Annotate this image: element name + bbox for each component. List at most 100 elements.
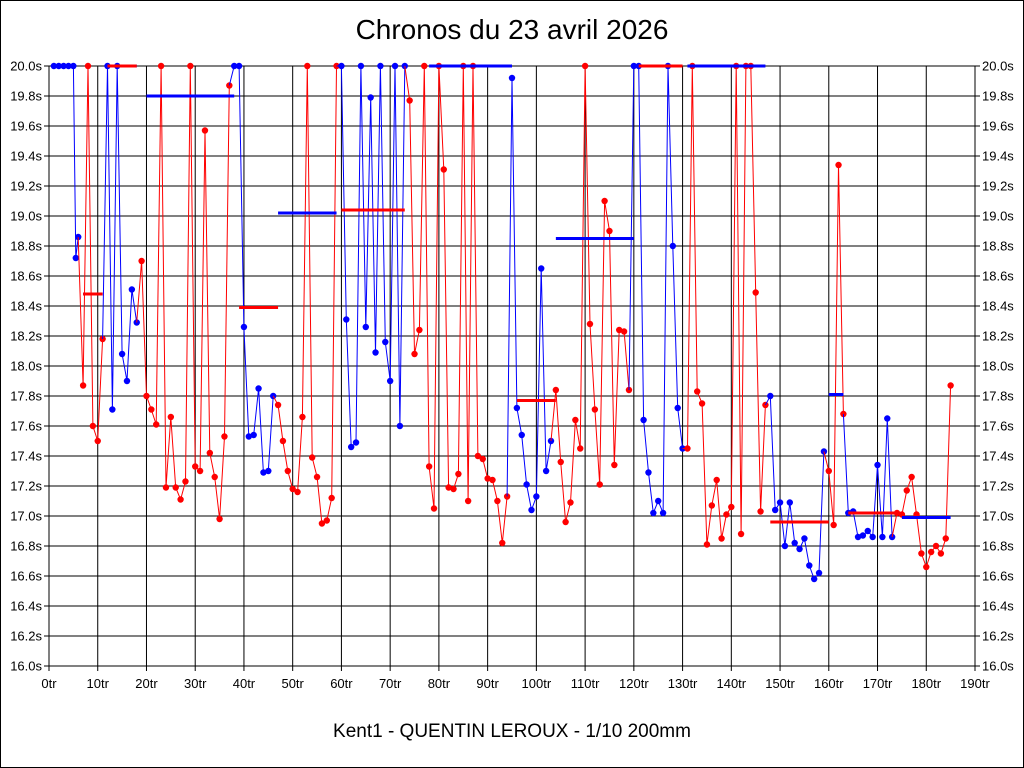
data-point	[162, 484, 170, 491]
data-point	[796, 545, 803, 553]
data-point	[825, 467, 832, 475]
data-point	[713, 476, 720, 484]
series-group	[638, 62, 769, 548]
data-point	[611, 461, 618, 469]
data-point	[240, 323, 248, 331]
series-group	[278, 62, 408, 451]
y-tick-label-right: 16.0s	[982, 659, 1014, 674]
data-point	[411, 350, 418, 358]
data-point	[810, 575, 818, 583]
data-point	[221, 433, 228, 440]
data-point	[645, 469, 652, 476]
data-point	[494, 497, 501, 505]
data-point	[771, 506, 779, 514]
data-point	[216, 515, 223, 523]
data-point	[562, 518, 569, 526]
data-point	[284, 467, 292, 475]
y-tick-label-right: 17.4s	[982, 449, 1014, 464]
y-tick-label-right: 16.4s	[982, 599, 1014, 614]
data-point	[343, 316, 350, 323]
data-point	[606, 227, 613, 235]
data-point	[65, 62, 72, 70]
series-group	[770, 161, 847, 529]
data-point	[250, 431, 257, 439]
data-point	[918, 550, 925, 557]
data-point	[786, 499, 793, 506]
data-point	[655, 497, 662, 505]
y-tick-label-right: 19.6s	[982, 119, 1014, 134]
data-point	[835, 161, 842, 169]
data-point	[109, 406, 116, 413]
data-point	[386, 377, 394, 385]
data-point	[854, 533, 862, 541]
y-tick-label-right: 17.6s	[982, 419, 1014, 434]
series-group	[516, 62, 633, 526]
series-line	[336, 65, 406, 449]
x-tick-label: 130tr	[668, 676, 698, 691]
y-tick-label-left: 17.0s	[10, 509, 42, 524]
data-point	[903, 487, 910, 494]
data-point	[499, 539, 506, 547]
data-point	[927, 548, 935, 556]
y-tick-label-left: 18.4s	[10, 299, 42, 314]
data-point	[430, 505, 438, 512]
data-point	[581, 62, 589, 70]
data-point	[893, 509, 901, 517]
data-point	[601, 197, 608, 205]
data-point	[192, 463, 199, 470]
data-point	[464, 497, 472, 505]
data-point	[942, 535, 949, 542]
y-tick-label-right: 18.4s	[982, 299, 1014, 314]
data-point	[538, 265, 545, 272]
data-point	[318, 520, 326, 527]
y-tick-label-right: 18.0s	[982, 359, 1014, 374]
data-point	[72, 254, 80, 262]
data-point	[118, 350, 126, 358]
y-tick-label-right: 18.8s	[982, 239, 1014, 254]
data-point	[328, 494, 335, 502]
series-line	[682, 65, 766, 545]
series-group	[50, 62, 103, 296]
data-point	[586, 320, 594, 328]
data-point	[260, 469, 267, 476]
data-point	[718, 535, 725, 542]
data-point	[879, 533, 886, 541]
data-point	[923, 563, 930, 571]
data-point	[776, 499, 784, 506]
y-tick-label-left: 19.8s	[10, 89, 42, 104]
y-tick-label-left: 16.4s	[10, 599, 42, 614]
data-point	[884, 415, 891, 422]
y-tick-label-right: 19.8s	[982, 89, 1014, 104]
x-tick-label: 140tr	[716, 676, 746, 691]
x-tick-label: 90tr	[476, 676, 499, 691]
data-point	[557, 458, 564, 466]
data-point	[289, 485, 296, 493]
series-group	[107, 62, 233, 523]
data-point	[401, 62, 408, 70]
data-point	[70, 62, 77, 70]
series-line	[228, 65, 274, 474]
data-point	[406, 97, 413, 104]
data-point	[416, 326, 423, 334]
series-line	[506, 77, 552, 512]
data-point	[55, 62, 62, 70]
data-point	[591, 406, 599, 413]
x-tick-label: 10tr	[87, 676, 110, 691]
y-tick-label-right: 20.0s	[982, 59, 1014, 74]
data-point	[640, 416, 647, 424]
data-point	[245, 433, 253, 440]
y-tick-label-right: 17.8s	[982, 389, 1014, 404]
data-point	[708, 502, 716, 509]
data-point	[187, 62, 194, 70]
x-tick-label: 150tr	[765, 676, 795, 691]
x-tick-label: 100tr	[522, 676, 552, 691]
y-tick-label-left: 19.4s	[10, 149, 42, 164]
series-line	[404, 65, 508, 544]
data-point	[669, 242, 677, 250]
data-point	[479, 455, 486, 463]
data-point	[542, 467, 550, 475]
data-point	[489, 476, 496, 484]
data-point	[723, 511, 730, 518]
data-point	[143, 392, 150, 400]
data-point	[182, 478, 189, 485]
